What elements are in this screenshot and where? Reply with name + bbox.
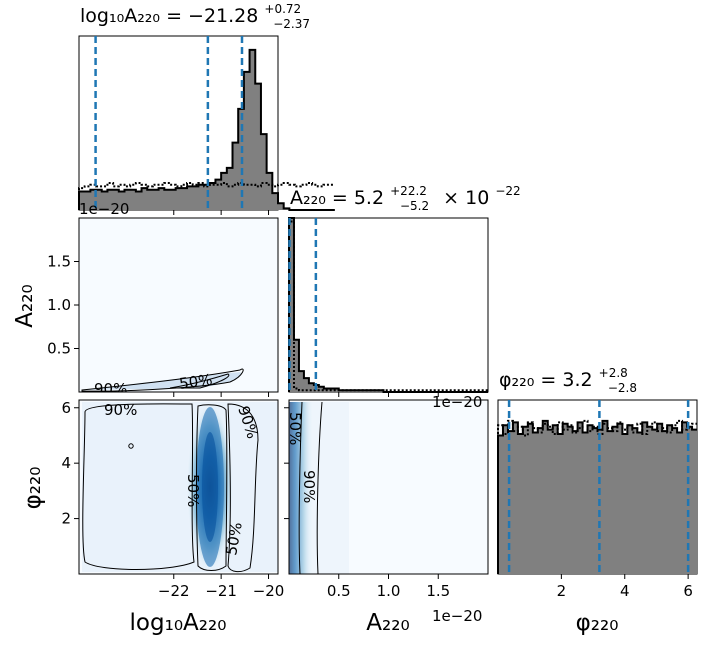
panel-phi220-vs-A220	[289, 400, 488, 574]
prior-histogram-outline	[78, 182, 335, 210]
prior-histogram-outline	[497, 419, 697, 574]
title-A220-sub: −5.2	[400, 199, 429, 213]
histogram-A220	[288, 217, 488, 393]
contour-label-90-p2: 90%	[94, 380, 127, 398]
y-tick-label: 0.5	[47, 340, 71, 358]
density-phi220-vs-log10A220: 90% 90% 50% 50%	[82, 400, 278, 574]
histogram-fill	[79, 49, 335, 210]
title-A220-sup: +22.2	[390, 184, 427, 198]
x-tick-label: 1.5	[426, 582, 450, 600]
panel-A220-vs-log10A220	[79, 218, 278, 392]
offset-text-A220-axis: 1e−20	[432, 607, 482, 625]
x-tick-label: 0.5	[327, 582, 351, 600]
title-log10A220-sup: +0.72	[264, 2, 301, 16]
x-tick-label: 6	[683, 582, 693, 600]
density-A220-vs-log10A220: 90% 50%	[81, 368, 244, 398]
ylabel-A220: A₂₂₀	[12, 284, 38, 327]
x-tick-label: −21	[205, 582, 237, 600]
histogram-fill	[289, 218, 488, 392]
histogram-outline	[288, 217, 488, 393]
contour-label-50-p2: 50%	[178, 370, 214, 392]
title-phi220-sub: −2.8	[608, 381, 637, 395]
histogram-log10A220	[78, 36, 335, 211]
x-tick-label: −22	[158, 582, 190, 600]
histogram-phi220	[497, 400, 697, 574]
density-phi220-vs-A220: 50% 90%	[286, 401, 349, 574]
x-tick-label: 4	[620, 582, 630, 600]
prior-histogram-outline	[288, 220, 488, 392]
title-A220-suffix: × 10	[443, 187, 489, 209]
xlabel-log10A220: log₁₀A₂₂₀	[130, 610, 227, 636]
y-tick-label: 6	[61, 399, 71, 417]
title-phi220: φ₂₂₀ = 3.2 +2.8 −2.8	[499, 360, 637, 395]
offset-text-A220-hist: 1e−20	[432, 393, 482, 411]
y-tick-label: 2	[61, 510, 71, 528]
offset-text-log10A220-hist: 1e−20	[79, 200, 129, 218]
title-A220-exp: −22	[495, 184, 520, 198]
contour-label-50-p5: 50%	[286, 412, 304, 445]
xlabel-A220: A₂₂₀	[366, 610, 409, 636]
title-phi220-sup: +2.8	[599, 366, 628, 380]
contour-label-50-a-p4: 50%	[184, 474, 202, 507]
y-tick-label: 1.5	[47, 253, 71, 271]
title-log10A220-sub: −2.37	[273, 17, 310, 31]
axis-ticks: 0.5 1.0 1.5 2 4 6 −22 −21 −20 0.5 1.0 1.5 2 4 6	[47, 210, 693, 600]
contour-label-50-b-p4: 50%	[222, 521, 246, 557]
x-tick-label: 1.0	[377, 582, 401, 600]
title-log10A220: log₁₀A₂₂₀ = −21.28 +0.72 −2.37	[80, 0, 310, 31]
x-tick-label: 2	[557, 582, 567, 600]
y-tick-label: 1.0	[47, 296, 71, 314]
histogram-fill	[498, 420, 697, 574]
xlabel-phi220: φ₂₂₀	[576, 610, 619, 636]
contour-label-90-a-p4: 90%	[104, 401, 137, 419]
ylabel-phi220: φ₂₂₀	[20, 467, 46, 510]
y-tick-label: 4	[61, 454, 71, 472]
panel-A220-hist	[288, 217, 489, 393]
contour-label-90-p5: 90%	[300, 470, 318, 503]
title-A220: A₂₂₀ = 5.2 +22.2 −5.2 × 10 −22	[290, 178, 521, 215]
x-tick-label: −20	[253, 582, 285, 600]
